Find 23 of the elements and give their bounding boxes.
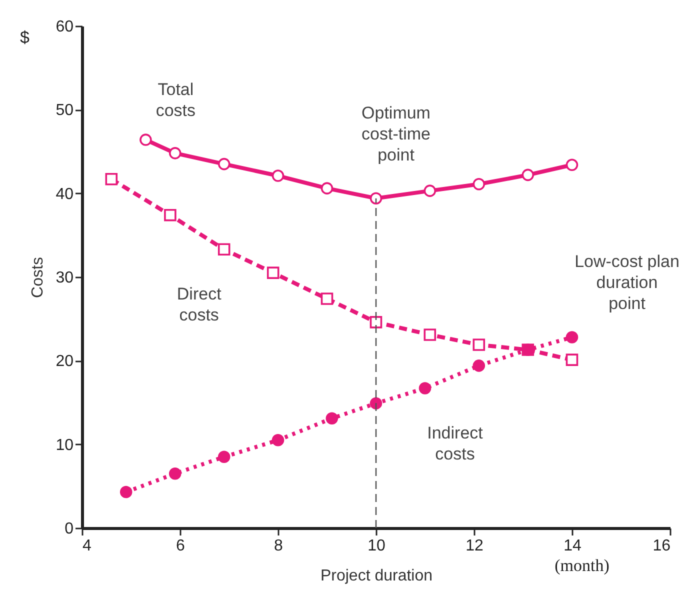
x-tick-label: 10 xyxy=(368,538,386,554)
x-tick-label: 14 xyxy=(564,538,582,554)
x-tick-label: 16 xyxy=(652,538,671,554)
y-axis-title: Costs xyxy=(30,257,47,298)
x-tick-label: 6 xyxy=(176,538,186,554)
text: $ xyxy=(20,28,30,47)
y-tick-label: 40 xyxy=(56,186,74,203)
y-tick-label: 10 xyxy=(56,436,74,454)
series-label: Direct costs xyxy=(176,284,222,324)
x-tick-label: 12 xyxy=(466,538,484,554)
series-label: Total costs xyxy=(156,80,196,120)
y-tick-label: 0 xyxy=(64,520,74,538)
text: (month) xyxy=(554,556,610,575)
annotation: Optimum cost-time point xyxy=(362,103,430,164)
series-label: Indirect costs xyxy=(427,423,484,464)
y-tick-label: 60 xyxy=(56,18,74,36)
y-tick-label: 30 xyxy=(56,270,74,286)
x-tick-label: 8 xyxy=(274,538,284,554)
annotation: Low-cost plan duration point xyxy=(574,252,680,314)
x-axis-title: Project duration xyxy=(320,568,433,584)
y-tick-label: 20 xyxy=(56,353,74,370)
x-tick-label: 4 xyxy=(82,538,92,554)
y-tick-label: 50 xyxy=(56,102,74,120)
